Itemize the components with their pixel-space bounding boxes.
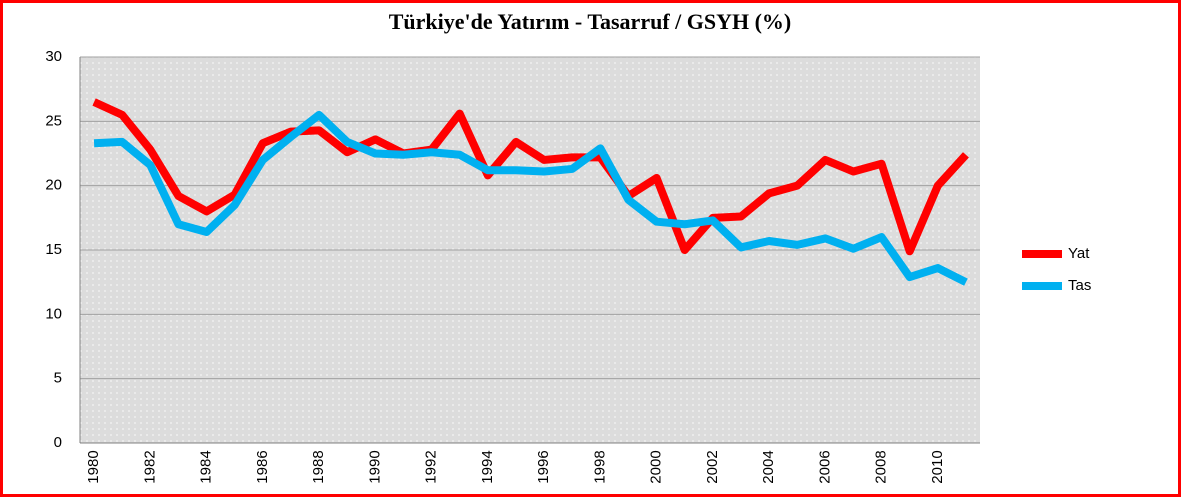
x-tick-label: 2006 [816, 450, 833, 483]
line-series [92, 98, 969, 256]
y-tick-label: 15 [45, 241, 62, 258]
line-series [93, 110, 968, 286]
x-tick-label: 2008 [873, 450, 890, 483]
x-tick-label: 2010 [929, 450, 946, 483]
x-tick-label: 1996 [535, 450, 552, 483]
x-tick-label: 1982 [141, 450, 158, 483]
y-tick-label: 25 [45, 112, 62, 129]
x-tick-label: 1988 [310, 450, 327, 483]
legend-label: Yat [1068, 245, 1090, 262]
x-tick-label: 1984 [198, 450, 215, 483]
y-tick-label: 0 [54, 434, 62, 451]
x-tick-label: 1990 [366, 450, 383, 483]
x-tick-label: 1998 [591, 450, 608, 483]
x-tick-label: 2004 [760, 450, 777, 483]
x-tick-label: 1994 [479, 450, 496, 483]
legend-label: Tas [1068, 277, 1091, 294]
chart-title: Türkiye'de Yatırım - Tasarruf / GSYH (%) [389, 9, 792, 34]
x-tick-label: 2000 [648, 450, 665, 483]
x-tick-label: 2002 [704, 450, 721, 483]
y-tick-label: 20 [45, 177, 62, 194]
x-tick-label: 1992 [423, 450, 440, 483]
y-tick-label: 30 [45, 48, 62, 65]
y-tick-label: 5 [54, 370, 62, 387]
x-tick-label: 1986 [254, 450, 271, 483]
x-tick-label: 1980 [85, 450, 102, 483]
y-tick-label: 10 [45, 305, 62, 322]
